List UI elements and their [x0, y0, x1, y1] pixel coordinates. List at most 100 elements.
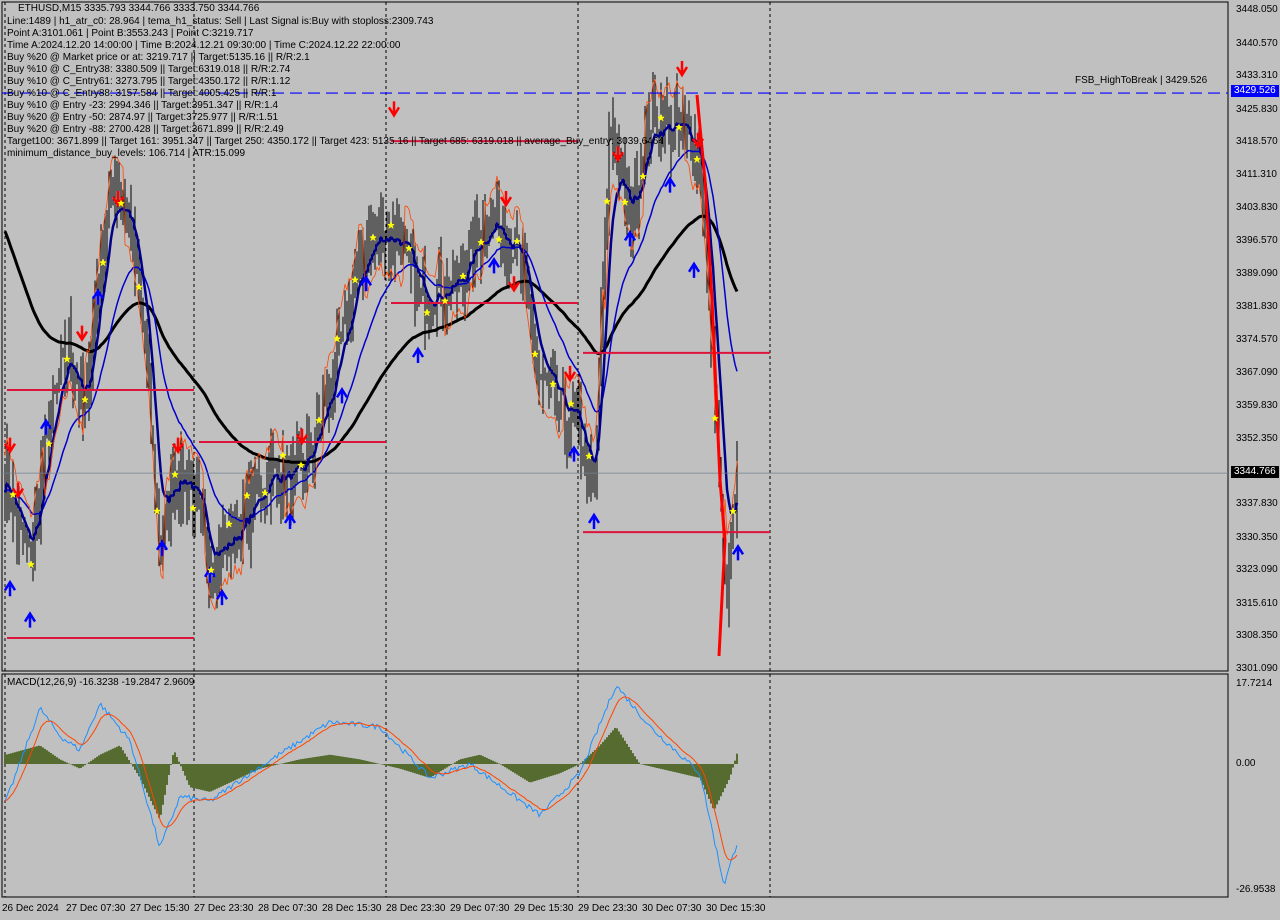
star-icon [63, 355, 71, 363]
sell-arrow-icon [499, 191, 513, 208]
macd-frame [1, 673, 1229, 898]
buy-arrow-icon [359, 274, 373, 292]
buy-arrow-icon [3, 579, 17, 597]
buy-arrow-icon [283, 512, 297, 529]
price-tick: 3440.570 [1236, 37, 1278, 49]
star-icon [477, 238, 485, 246]
price-tick: 3367.090 [1236, 367, 1278, 379]
star-icon [297, 461, 305, 469]
time-tick: 27 Dec 23:30 [194, 903, 254, 914]
price-tick: 3396.570 [1236, 234, 1278, 246]
buy-arrow-icon [731, 543, 745, 561]
price-tick: 3389.090 [1236, 268, 1278, 280]
star-icon [261, 489, 269, 497]
sell-arrow-icon [3, 437, 17, 455]
price-tick: 3301.090 [1236, 663, 1278, 674]
high-to-break-tag: 3429.526 [1231, 85, 1279, 97]
price-tick: 3352.350 [1236, 433, 1278, 445]
price-tick: 3403.830 [1236, 202, 1278, 214]
star-icon [585, 452, 593, 460]
time-tick: 29 Dec 15:30 [514, 903, 574, 914]
info-line: Buy %10 @ C_Entry38: 3380.509 || Target:… [7, 64, 291, 75]
price-tick: 3448.050 [1236, 4, 1278, 15]
sell-arrow-icon [387, 101, 401, 118]
star-icon [693, 155, 701, 163]
price-frame [1, 1, 1229, 672]
price-tick: 3359.830 [1236, 399, 1278, 411]
star-icon [45, 440, 53, 448]
info-line: Buy %10 @ Entry -23: 2994.346 || Target:… [7, 100, 279, 111]
star-icon [675, 123, 683, 131]
star-icon [441, 296, 449, 305]
macd-label: MACD(12,26,9) -16.3238 -19.2847 2.9609 [7, 677, 195, 688]
buy-arrow-icon [567, 445, 581, 462]
star-icon [729, 507, 737, 515]
star-icon [189, 504, 197, 512]
star-icon [315, 416, 323, 424]
star-icon [567, 399, 575, 408]
star-icon [225, 520, 233, 528]
price-tick: 3433.310 [1236, 70, 1278, 82]
price-chart[interactable] [1, 1, 1229, 898]
star-icon [135, 283, 143, 291]
buy-arrow-icon [335, 387, 349, 404]
star-icon [621, 198, 629, 206]
sell-arrow-icon [507, 276, 521, 293]
high-to-break-label: FSB_HighToBreak | 3429.526 [1075, 75, 1208, 86]
star-icon [711, 414, 719, 422]
buy-arrow-icon [623, 230, 637, 247]
star-icon [387, 221, 395, 229]
sell-arrow-icon [563, 365, 577, 383]
price-tick: 3425.830 [1236, 103, 1278, 115]
current-price-tag: 3344.766 [1231, 466, 1279, 478]
macd-tick: 17.7214 [1236, 678, 1273, 689]
star-icon [459, 272, 467, 280]
time-tick: 29 Dec 23:30 [578, 903, 638, 914]
star-icon [549, 380, 557, 388]
info-line: Buy %10 @ C_Entry61: 3273.795 || Target:… [7, 76, 291, 87]
sell-arrow-icon [295, 428, 309, 446]
star-icon [351, 276, 359, 284]
buy-arrow-icon [411, 346, 425, 364]
price-tick: 3374.570 [1236, 333, 1278, 345]
buy-arrow-icon [687, 261, 701, 278]
sell-arrow-icon [171, 437, 185, 455]
macd-tick: -26.9538 [1236, 884, 1276, 895]
time-tick: 28 Dec 23:30 [386, 903, 446, 914]
star-icon [495, 235, 503, 243]
info-line: Point A:3101.061 | Point B:3553.243 | Po… [7, 28, 254, 39]
buy-arrow-icon [487, 256, 501, 274]
star-icon [243, 491, 251, 499]
price-tick: 3337.830 [1236, 498, 1278, 510]
info-line: Buy %20 @ Entry -88: 2700.428 || Target:… [7, 124, 284, 135]
star-icon [603, 197, 611, 205]
buy-arrow-icon [91, 288, 105, 305]
star-icon [81, 395, 89, 403]
star-icon [117, 199, 125, 207]
star-icon [405, 244, 413, 252]
sell-arrow-icon [75, 325, 89, 342]
ma-slow-line [3, 214, 739, 465]
info-line: Buy %20 @ Entry -50: 2874.97 || Target:3… [7, 112, 279, 123]
star-icon [333, 334, 341, 343]
time-tick: 27 Dec 07:30 [66, 903, 126, 914]
star-icon [99, 258, 107, 266]
buy-arrow-icon [663, 176, 677, 193]
buy-arrow-icon [23, 611, 37, 628]
trailing-stop-line [4, 78, 738, 611]
price-tick: 3323.090 [1236, 564, 1278, 576]
trend-line [695, 94, 727, 657]
chart-title: ETHUSD,M15 3335.793 3344.766 3333.750 33… [18, 3, 260, 14]
info-line: minimum_distance_buy_levels: 106.714 | A… [7, 148, 246, 159]
star-icon [279, 451, 287, 459]
star-icon [657, 114, 665, 122]
star-icon [531, 350, 539, 358]
macd-panel[interactable] [1, 673, 1229, 898]
info-line: Time A:2024.12.20 14:00:00 | Time B:2024… [7, 40, 401, 51]
macd-line [4, 686, 738, 885]
star-icon [153, 507, 161, 515]
signal-line [4, 696, 738, 861]
buy-arrow-icon [39, 418, 53, 435]
time-tick: 30 Dec 15:30 [706, 903, 766, 914]
